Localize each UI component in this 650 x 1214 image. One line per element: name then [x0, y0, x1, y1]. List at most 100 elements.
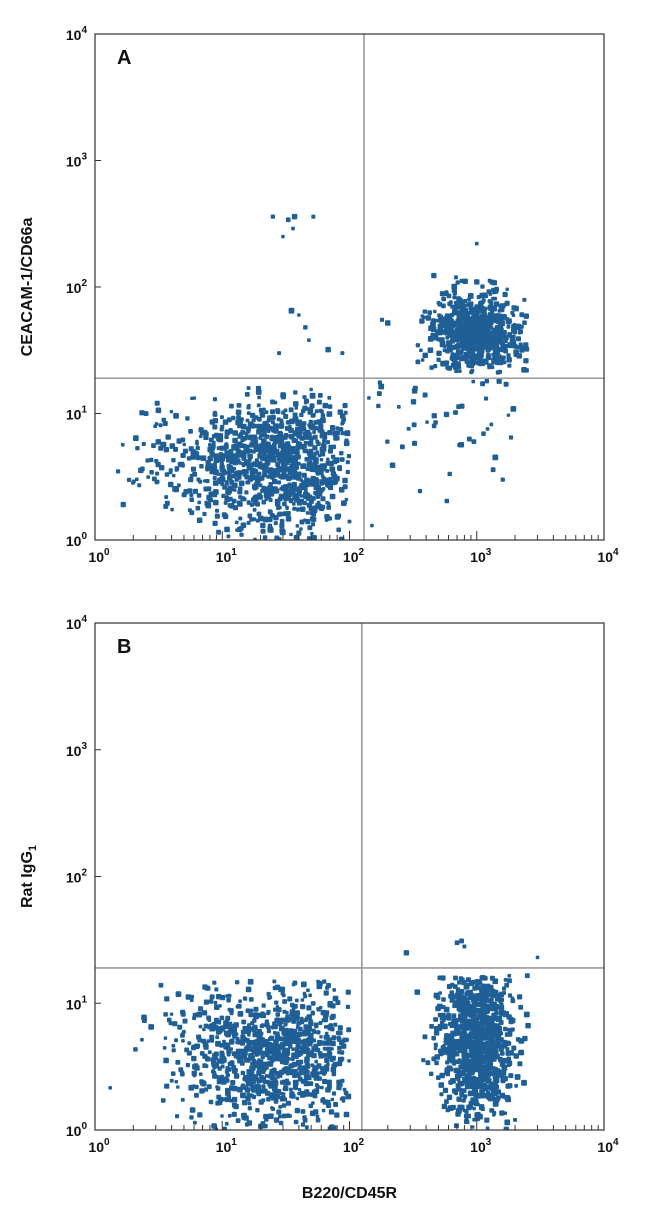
data-point	[247, 1101, 252, 1106]
data-point	[235, 1036, 240, 1041]
data-point	[498, 1020, 504, 1025]
data-point	[494, 326, 499, 330]
data-point	[255, 389, 262, 395]
data-point	[487, 304, 493, 310]
data-point	[200, 455, 207, 461]
data-point	[223, 444, 229, 450]
data-point	[211, 440, 216, 445]
data-point	[239, 417, 244, 422]
y-axis-label: Rat IgG1	[19, 845, 39, 908]
data-point	[300, 1122, 306, 1127]
data-point	[269, 436, 275, 442]
data-point	[272, 1093, 277, 1098]
data-point	[469, 981, 474, 987]
data-point	[436, 1003, 443, 1010]
data-point	[467, 354, 472, 359]
data-point	[244, 490, 249, 495]
data-point	[447, 471, 452, 477]
data-point	[490, 341, 495, 346]
data-point	[422, 352, 428, 359]
data-point	[172, 473, 176, 478]
data-point	[307, 423, 312, 428]
data-point	[462, 345, 468, 350]
data-point	[228, 451, 234, 457]
data-point	[154, 400, 160, 406]
data-point	[171, 1043, 176, 1048]
data-point	[456, 350, 462, 356]
data-point	[311, 1046, 317, 1052]
data-point	[310, 1063, 315, 1068]
data-point	[214, 987, 219, 992]
data-point	[270, 452, 275, 457]
data-point	[320, 430, 324, 435]
data-point	[479, 1077, 484, 1082]
data-point	[199, 1051, 205, 1056]
scatter-points	[108, 938, 540, 1130]
data-point	[277, 511, 283, 517]
data-point	[452, 288, 457, 294]
data-point	[429, 1024, 434, 1029]
data-point	[493, 1101, 498, 1106]
data-point	[249, 442, 255, 448]
data-point	[303, 440, 308, 445]
data-point	[283, 1022, 288, 1027]
data-point	[491, 287, 496, 293]
data-point	[257, 1047, 263, 1052]
data-point	[181, 1031, 185, 1035]
data-point	[457, 330, 462, 335]
data-point	[321, 1108, 326, 1113]
data-point	[260, 522, 266, 529]
data-point	[268, 474, 273, 479]
data-point	[444, 498, 450, 504]
data-point	[493, 319, 497, 323]
data-point	[511, 1045, 517, 1051]
data-point	[458, 1014, 462, 1019]
data-point	[455, 1111, 461, 1117]
data-point	[133, 1047, 138, 1052]
data-point	[316, 1071, 320, 1075]
data-point	[159, 465, 165, 471]
data-point	[228, 1021, 233, 1026]
data-point	[321, 442, 325, 447]
y-tick-label: 102	[66, 868, 88, 886]
data-point	[385, 320, 391, 326]
data-point	[270, 399, 275, 405]
data-point	[506, 413, 511, 417]
data-point	[515, 1037, 521, 1042]
data-point	[204, 500, 210, 507]
data-point	[261, 499, 267, 505]
data-point	[514, 1074, 521, 1080]
data-point	[338, 427, 344, 432]
data-point	[476, 1002, 481, 1007]
data-point	[434, 1054, 440, 1060]
data-point	[278, 475, 282, 479]
data-point	[433, 1030, 440, 1036]
data-point	[275, 408, 280, 413]
data-point	[442, 1043, 446, 1048]
data-point	[461, 980, 467, 986]
data-point	[221, 493, 226, 499]
data-point	[252, 517, 257, 522]
data-point	[323, 477, 328, 482]
y-tick-label: 104	[66, 614, 88, 632]
data-point	[237, 1086, 243, 1093]
data-point	[223, 501, 228, 505]
data-point	[474, 1017, 479, 1022]
data-point	[389, 462, 396, 468]
data-point	[510, 406, 517, 412]
data-point	[164, 472, 170, 477]
data-point	[499, 320, 505, 327]
data-point	[327, 478, 333, 484]
data-point	[258, 447, 264, 454]
data-point	[257, 1058, 261, 1062]
data-point	[232, 1102, 238, 1108]
data-point	[522, 297, 527, 302]
data-point	[273, 1117, 280, 1123]
data-point	[422, 309, 427, 314]
data-point	[459, 938, 464, 944]
data-point	[203, 1023, 209, 1029]
data-point	[334, 435, 340, 441]
data-point	[214, 1004, 220, 1010]
data-point	[320, 474, 325, 478]
data-point	[486, 1078, 492, 1084]
